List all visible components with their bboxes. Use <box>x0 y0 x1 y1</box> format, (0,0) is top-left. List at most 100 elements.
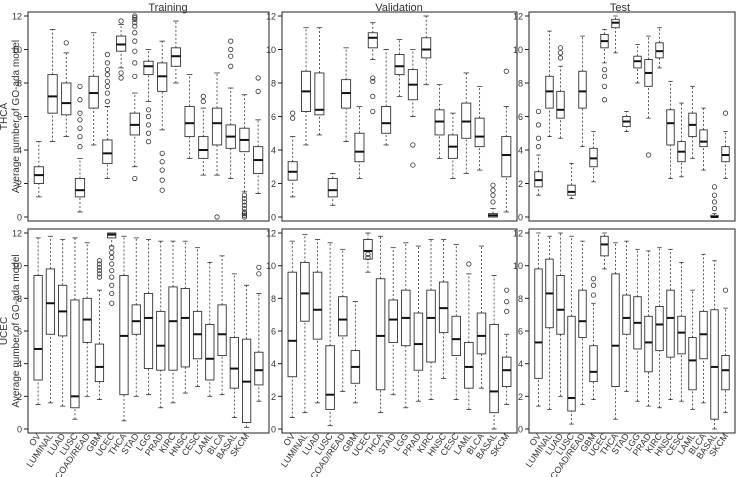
outlier-point <box>490 199 496 205</box>
panel-thca-validation-frame <box>281 11 518 222</box>
outlier-point <box>535 144 542 150</box>
box-iqr <box>476 312 487 355</box>
outlier-point <box>535 122 542 128</box>
panel-thca-test-box-4 <box>578 35 587 148</box>
outlier-point <box>241 202 248 208</box>
box-iqr <box>699 129 708 148</box>
outlier-point <box>109 282 115 288</box>
panel-ucec-test-box-1 <box>545 235 554 410</box>
row-thca-ylabel-line-0: THCA <box>0 103 10 131</box>
box-iqr <box>721 355 730 391</box>
outlier-point <box>365 254 371 261</box>
outlier-point <box>77 117 83 123</box>
panel-thca-test-ytick-label: 0 <box>518 213 523 223</box>
box-iqr <box>45 268 56 335</box>
outlier-point <box>132 48 138 54</box>
box-iqr <box>363 239 373 260</box>
panel-thca-validation-box-12 <box>447 112 458 179</box>
outlier-point <box>104 90 110 96</box>
panel-thca-test-box-15 <box>699 107 708 171</box>
outlier-point <box>557 50 564 56</box>
box-iqr <box>644 315 653 373</box>
outlier-point <box>214 214 220 220</box>
box-iqr <box>464 341 474 389</box>
panel-thca-validation-box-14 <box>474 85 485 171</box>
panel-ucec-test-ytick-label: 6 <box>518 327 523 337</box>
panel-ucec-validation-box-7 <box>375 235 386 414</box>
box-iqr <box>578 289 587 338</box>
outlier-point <box>255 75 261 81</box>
panel-thca-training-box-16 <box>253 75 264 194</box>
outlier-point <box>132 15 138 21</box>
outlier-point <box>109 250 115 256</box>
box-iqr <box>567 315 576 412</box>
panel-ucec-training-box-17 <box>241 284 252 428</box>
panel-thca-training-ytick-label: 2 <box>17 179 22 189</box>
outlier-point <box>228 46 234 53</box>
panel-thca-test-box-7 <box>611 15 620 54</box>
box-iqr <box>156 310 166 371</box>
panel-thca-test-box-3 <box>567 162 576 199</box>
outlier-point <box>590 276 597 282</box>
column-title-training: Training <box>148 2 187 14</box>
outlier-point <box>145 122 152 128</box>
outlier-point <box>711 192 718 198</box>
outlier-point <box>96 264 103 270</box>
outlier-point <box>711 206 718 212</box>
panel-ucec-validation-box-12 <box>438 239 449 379</box>
panel-thca-training-box-13 <box>211 72 223 220</box>
outlier-point <box>77 110 83 116</box>
panel-thca-validation-box-15 <box>487 182 498 218</box>
panel-thca-validation-ytick-label: 4 <box>271 146 276 156</box>
box-iqr <box>287 271 298 378</box>
outlier-point <box>466 261 472 267</box>
outlier-point <box>370 93 376 100</box>
panel-ucec-test-box-6 <box>600 232 609 270</box>
panel-ucec-test-ytick-label: 8 <box>518 294 523 304</box>
outlier-point <box>557 45 564 51</box>
panel-ucec-test-box-17 <box>721 287 730 414</box>
panel-ucec-training-box-3 <box>70 237 80 420</box>
panel-ucec-training-box-8 <box>131 237 141 397</box>
outlier-point <box>601 83 608 89</box>
panel-ucec-test-box-5 <box>589 276 598 401</box>
panel-ucec-training-box-9 <box>143 239 154 396</box>
box-iqr <box>677 315 686 355</box>
panel-thca-validation-box-5 <box>354 106 365 179</box>
row-ucec-ylabel-line-1: Average number of GO-ada model <box>11 254 22 407</box>
panel-thca-training-box-0 <box>33 141 44 198</box>
outlier-point <box>490 182 496 188</box>
box-iqr <box>421 37 432 59</box>
outlier-point <box>77 134 83 140</box>
outlier-point <box>365 251 371 257</box>
panel-ucec-test-box-8 <box>622 240 631 392</box>
panel-thca-test-ytick-label: 4 <box>518 146 523 156</box>
box-iqr <box>131 304 141 335</box>
panel-ucec-validation-box-3 <box>325 242 335 427</box>
box-iqr <box>688 337 697 391</box>
box-iqr <box>600 235 609 257</box>
panel-ucec-training-ytick-label: 4 <box>17 359 22 369</box>
panel-ucec-training-box-14 <box>205 261 215 397</box>
panel-ucec-test-ytick-label: 10 <box>513 261 523 271</box>
box-iqr <box>314 72 325 116</box>
panel-ucec-validation-box-11 <box>426 239 436 401</box>
box-iqr <box>338 296 348 337</box>
box-iqr <box>198 136 209 159</box>
box-iqr <box>254 351 264 386</box>
outlier-point <box>109 267 115 274</box>
panel-thca-validation-box-13 <box>461 72 472 174</box>
panel-ucec-validation-box-4 <box>338 248 348 392</box>
box-iqr <box>381 105 392 134</box>
outlier-point <box>104 98 110 105</box>
panel-ucec-training-box-13 <box>192 247 203 387</box>
panel-thca-test-box-11 <box>655 27 664 69</box>
panel-ucec-validation: 024681012OVLUMINALLUADLUSCCOAD/READGBMUC… <box>266 228 518 477</box>
outlier-point <box>590 282 597 288</box>
panel-thca-training-ytick-label: 4 <box>17 146 22 156</box>
box-iqr <box>666 109 675 146</box>
panel-thca-test-box-17 <box>721 110 730 179</box>
panel-ucec-test-ytick-label: 0 <box>518 425 523 435</box>
outlier-point <box>241 212 248 218</box>
